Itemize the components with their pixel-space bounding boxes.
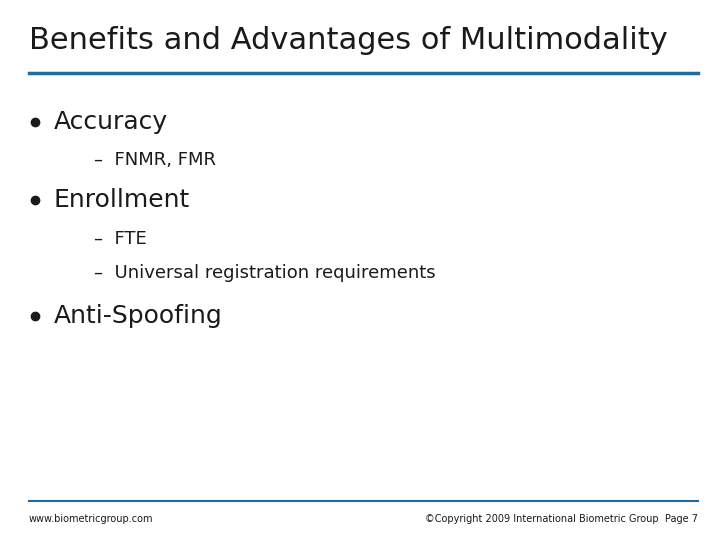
Text: –  FTE: – FTE <box>94 230 146 248</box>
Text: Benefits and Advantages of Multimodality: Benefits and Advantages of Multimodality <box>29 26 667 55</box>
Text: www.biometricgroup.com: www.biometricgroup.com <box>29 515 153 524</box>
Text: Accuracy: Accuracy <box>54 110 168 133</box>
Text: Enrollment: Enrollment <box>54 188 190 212</box>
Text: –  FNMR, FMR: – FNMR, FMR <box>94 151 215 170</box>
Text: ©Copyright 2009 International Biometric Group  Page 7: ©Copyright 2009 International Biometric … <box>426 515 698 524</box>
Text: –  Universal registration requirements: – Universal registration requirements <box>94 264 435 282</box>
Text: Anti-Spoofing: Anti-Spoofing <box>54 304 222 328</box>
